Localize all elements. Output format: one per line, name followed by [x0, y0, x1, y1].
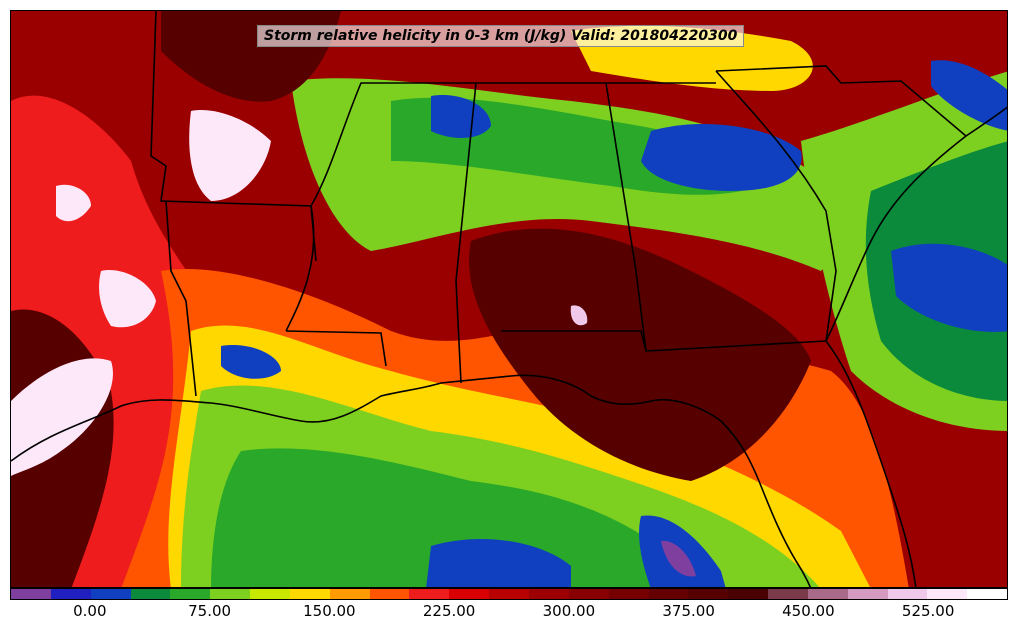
state-boundaries [150, 11, 967, 397]
map-panel: Storm relative helicity in 0-3 km (J/kg)… [10, 10, 1008, 588]
field-blue-north [431, 95, 491, 138]
colorbar-segment [170, 589, 211, 599]
field-white-oklahoma [56, 184, 91, 222]
colorbar-tick-label: 225.00 [422, 602, 476, 620]
field-darkmaroon-southeast [469, 228, 811, 481]
helicity-map [11, 11, 1007, 587]
field-white-texas-coast [11, 358, 113, 476]
colorbar [10, 588, 1008, 600]
field-white-east-texas [99, 270, 156, 328]
field-blue-louisiana [221, 345, 281, 379]
colorbar-segment [489, 589, 529, 599]
colorbar-segment [250, 589, 290, 599]
field-blue-atlantic [891, 243, 1007, 332]
colorbar-tick-label: 75.00 [188, 602, 232, 620]
field-blue-northeast [931, 60, 1007, 131]
colorbar-segment [807, 589, 848, 599]
colorbar-segment [528, 589, 569, 599]
colorbar-tick-label: 0.00 [73, 602, 107, 620]
colorbar-segment [847, 589, 888, 599]
colorbar-tick-label: 375.00 [662, 602, 715, 620]
colorbar-segment [967, 589, 1008, 599]
colorbar-segment [130, 589, 171, 599]
colorbar-ticks: 0.00 75.00 150.00 225.00 300.00 375.00 450.00 5… [10, 600, 1008, 630]
field-purple-gulf-east [661, 540, 696, 577]
colorbar-segment [90, 589, 131, 599]
colorbar-tick-label: 300.00 [542, 602, 596, 620]
colorbar-segment [768, 589, 808, 599]
colorbar-segment [449, 589, 490, 599]
field-blue-gulf [426, 538, 571, 587]
colorbar-segment [210, 589, 251, 599]
colorbar-tick-label: 450.00 [782, 602, 835, 620]
colorbar-segment [369, 589, 410, 599]
field-white-arkansas [189, 110, 271, 201]
coastline [11, 106, 1007, 587]
colorbar-segment [728, 589, 769, 599]
colorbar-segment [329, 589, 370, 599]
colorbar-segment [688, 589, 729, 599]
colorbar-segment [887, 589, 928, 599]
colorbar-segment [409, 589, 450, 599]
colorbar-tick-label: 525.00 [901, 602, 955, 620]
colorbar-tick-label: 150.00 [303, 602, 356, 620]
field-green-gulf [211, 448, 709, 587]
map-title: Storm relative helicity in 0-3 km (J/kg)… [257, 25, 745, 47]
field-pink-alabama [570, 305, 588, 326]
colorbar-segment [50, 589, 91, 599]
colorbar-segment [927, 589, 968, 599]
colorbar-segment [608, 589, 649, 599]
colorbar-segment [11, 589, 51, 599]
colorbar-segment [568, 589, 609, 599]
colorbar-segment [648, 589, 689, 599]
colorbar-segment [289, 589, 330, 599]
field-blue-georgia [641, 123, 802, 191]
